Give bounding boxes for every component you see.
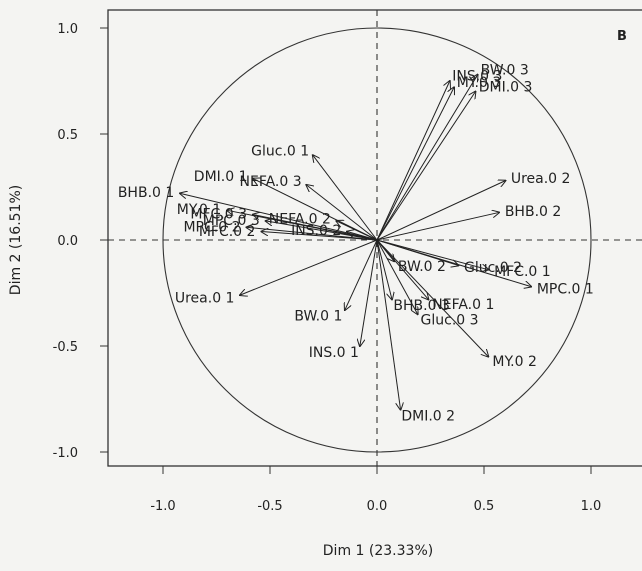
x-axis-title: Dim 1 (23.33%) [323, 543, 433, 559]
vector-label: BHB.0 2 [505, 204, 561, 220]
vector-label: Gluc.0 3 [421, 312, 479, 328]
x-tick-label: 0.5 [474, 499, 495, 514]
vector-label: MY.0 2 [492, 354, 537, 370]
vector-arrow [266, 221, 378, 241]
vector-arrow [376, 239, 488, 357]
vector-label: INS.0 3 [452, 69, 502, 85]
vector-label: NEFA.0 2 [269, 211, 331, 227]
plot-frame [107, 9, 642, 467]
vector-arrow [336, 221, 378, 241]
vector-label: BW.0 1 [294, 308, 342, 324]
vector-label: NEFA.0 1 [432, 297, 494, 313]
vector-arrow [180, 193, 378, 241]
vector-arrow [261, 232, 378, 241]
x-tick-label: 0.0 [367, 499, 388, 514]
vector-arrow [376, 181, 505, 241]
vector-label: INS.0 1 [309, 345, 359, 361]
vector-arrow [376, 92, 475, 241]
vector-arrow [376, 75, 478, 241]
vector-label: BW.0 2 [398, 259, 446, 275]
vector-label: BHB.0 3 [393, 298, 449, 314]
vector-label: MPC.0 2 [183, 220, 240, 236]
vector-label: Gluc.0 2 [464, 260, 522, 276]
vector-label: DMI.0 2 [401, 409, 455, 425]
vector-label: MFC.0 2 [199, 224, 256, 240]
vector-label: Urea.0 2 [511, 171, 571, 187]
y-tick-label: -0.5 [53, 340, 78, 355]
vector-arrow [376, 239, 531, 287]
vector-arrow [376, 239, 418, 314]
y-tick-label: 1.0 [57, 22, 78, 37]
vector-label: DMI.0 1 [194, 169, 248, 185]
vector-label: DMI.0 3 [479, 80, 533, 96]
vector-label: MPC.0 3 [203, 213, 260, 229]
y-tick-label: 0.0 [57, 234, 78, 249]
y-tick-label: -1.0 [53, 446, 78, 461]
vector-label: MPC.0 1 [537, 281, 594, 297]
vector-label: MFC.0 3 [190, 206, 247, 222]
vector-arrow [253, 215, 378, 241]
vector-arrow [360, 239, 378, 346]
vector-arrow [376, 87, 454, 241]
vector-arrow [240, 239, 378, 295]
vector-label: MY.0 1 [177, 202, 222, 218]
y-tick-label: 0.5 [57, 128, 78, 143]
vector-label: Gluc.0 1 [251, 143, 309, 159]
vector-arrow [376, 212, 499, 241]
vector-arrow [306, 185, 378, 241]
vector-arrow [376, 239, 428, 299]
vector-arrow [345, 239, 378, 310]
vector-label: BW.0 3 [481, 63, 529, 79]
vector-label: BHB.0 1 [118, 185, 174, 201]
vector-arrow [376, 239, 488, 270]
vector-label: Urea.0 1 [175, 290, 235, 306]
vector-arrow [376, 239, 401, 410]
vector-arrow [376, 239, 392, 299]
vector-arrow [347, 232, 378, 241]
vector-label: MFC.0 1 [494, 264, 551, 280]
y-axis-title: Dim 2 (16.51%) [8, 185, 24, 295]
vector-label: MY.0 3 [457, 75, 502, 91]
vector-label: INS.0 2 [291, 223, 341, 239]
panel-label: B [617, 29, 627, 44]
x-tick-label: 1.0 [581, 499, 602, 514]
vector-label: NEFA.0 3 [240, 174, 302, 190]
vector-arrow [313, 155, 378, 241]
x-tick-label: -0.5 [257, 499, 282, 514]
x-tick-label: -1.0 [150, 499, 175, 514]
vector-arrow [376, 81, 450, 241]
